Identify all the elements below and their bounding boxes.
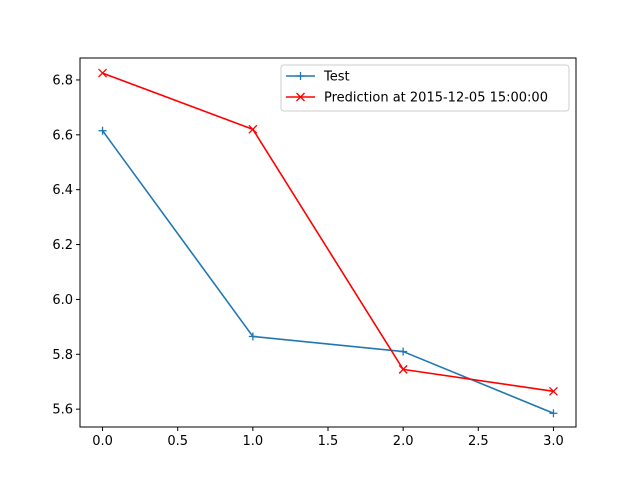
data-point-1-0: [98, 68, 108, 78]
x-tick-label: 2.5: [468, 434, 489, 449]
data-point-0-0: [98, 126, 107, 135]
legend-box: [280, 64, 570, 112]
legend-entry: Prediction at 2015-12-05 15:00:00: [286, 91, 548, 106]
data-point-1-3: [548, 386, 558, 396]
x-tick-label: 1.0: [243, 434, 264, 449]
legend-marker: [296, 92, 305, 102]
legend: Test Prediction at 2015-12-05 15:00:00: [280, 64, 570, 112]
legend-marker: [296, 72, 305, 80]
x-tick-label: 0.0: [92, 434, 113, 449]
x-tick-label: 3.0: [543, 434, 564, 449]
x-tick-label: 2.0: [393, 434, 414, 449]
series-line-1: [102, 72, 554, 393]
data-point-0-3: [549, 409, 558, 418]
y-tick-label: 6.6: [52, 128, 73, 143]
data-point-0-1: [248, 332, 257, 341]
data-point-0-2: [399, 347, 408, 356]
x-tick-label: 0.5: [167, 434, 188, 449]
plot-area: [98, 68, 558, 418]
data-point-1-2: [398, 364, 408, 374]
x-axis: 0.0 0.5 1.0 1.5 2.0 2.5 3.0: [92, 427, 564, 449]
legend-label: Prediction at 2015-12-05 15:00:00: [324, 91, 548, 106]
series-line-0: [101, 130, 554, 415]
y-tick-label: 6.8: [52, 73, 73, 88]
y-tick-label: 5.6: [52, 403, 73, 418]
legend-label: Test: [323, 70, 350, 85]
y-axis: 5.6 5.8 6.0 6.2 6.4 6.6 6.8: [52, 73, 80, 418]
legend-entry: Test: [286, 70, 350, 85]
y-tick-label: 6.2: [52, 238, 73, 253]
x-tick-label: 1.5: [318, 434, 339, 449]
data-point-1-1: [248, 124, 258, 134]
y-tick-label: 6.4: [52, 183, 73, 198]
y-tick-label: 5.8: [52, 348, 73, 363]
y-tick-label: 6.0: [52, 293, 73, 308]
